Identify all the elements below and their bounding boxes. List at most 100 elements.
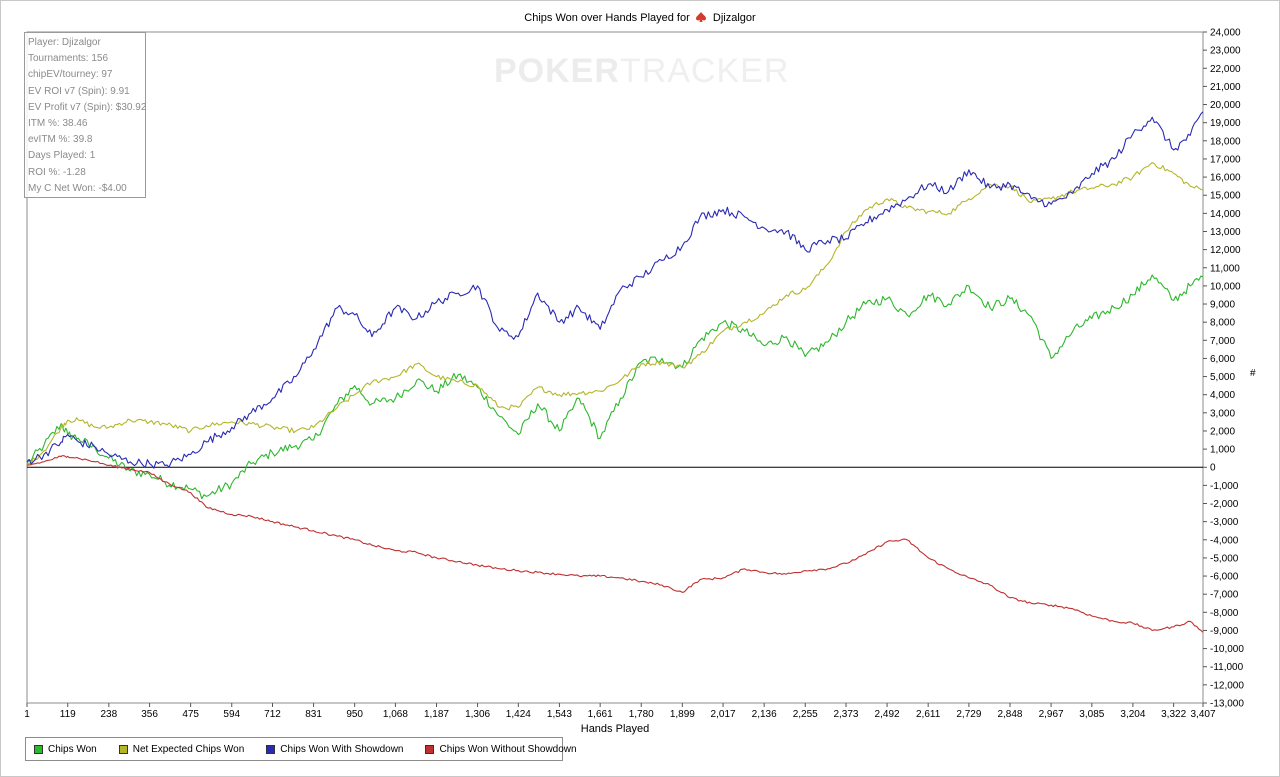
x-tick-label: 2,017 (711, 709, 736, 720)
y-tick-label: -13,000 (1210, 699, 1244, 710)
chips-won-line (26, 274, 1204, 500)
net-expected-line (26, 162, 1204, 466)
legend-swatch (118, 744, 128, 754)
x-tick-label: 1,068 (383, 709, 408, 720)
x-tick-label: 1,780 (629, 709, 654, 720)
x-axis-label: Hands Played (580, 723, 650, 735)
legend-label: Chips Won (48, 743, 97, 755)
y-tick-label: -2,000 (1210, 499, 1239, 510)
x-tick-label: 950 (346, 709, 363, 720)
x-tick-label: 2,729 (956, 709, 981, 720)
y-tick-label: 1,000 (1210, 445, 1235, 456)
legend-swatch (34, 744, 43, 754)
x-tick-label: 2,848 (997, 709, 1022, 720)
x-tick-label: 475 (182, 709, 199, 720)
with-showdown-line (26, 111, 1204, 469)
y-tick-label: 24,000 (1210, 28, 1241, 39)
y-tick-label: 9,000 (1210, 300, 1235, 311)
x-tick-label: 1,424 (506, 709, 531, 720)
stat-ev-roi: EV ROI v7 (Spin): 9.91 (28, 85, 130, 97)
x-tick-label: 1,543 (547, 709, 572, 720)
x-tick-label: 594 (223, 709, 240, 720)
legend-swatch (425, 744, 435, 754)
y-tick-label: 4,000 (1210, 390, 1235, 401)
y-tick-label: 7,000 (1210, 336, 1235, 347)
x-tick-label: 2,136 (752, 709, 777, 720)
y-tick-label: -9,000 (1210, 626, 1239, 637)
y-tick-label: 2,000 (1210, 426, 1235, 437)
y-tick-label: 12,000 (1210, 245, 1241, 256)
chart-title-text: Chips Won over Hands Played for (524, 12, 690, 24)
x-tick-label: 1,661 (588, 709, 613, 720)
x-tick-label: 2,967 (1039, 709, 1064, 720)
legend-item-without-showdown[interactable]: Chips Won Without Showdown (425, 743, 577, 755)
y-tick-label: -3,000 (1210, 517, 1239, 528)
stat-ev-profit: EV Profit v7 (Spin): $30.92 (28, 101, 147, 113)
legend-item-net-expected[interactable]: Net Expected Chips Won (118, 743, 245, 755)
y-tick-label: 18,000 (1210, 136, 1241, 147)
y-axis-label: # (1250, 368, 1256, 379)
y-tick-label: -12,000 (1210, 680, 1244, 691)
stat-roi: ROI %: -1.28 (28, 166, 86, 178)
stats-box: Player: Djizalgor Tournaments: 156 chipE… (24, 32, 146, 198)
y-tick-label: 21,000 (1210, 82, 1241, 93)
y-tick-label: -1,000 (1210, 481, 1239, 492)
stat-tournaments: Tournaments: 156 (28, 53, 109, 65)
y-tick-label: 0 (1210, 463, 1216, 474)
plot-frame (26, 31, 1204, 704)
legend-label: Chips Won Without Showdown (439, 743, 577, 755)
player-name: Djizalgor (712, 12, 756, 24)
x-tick-label: 1 (24, 709, 30, 720)
y-tick-label: -7,000 (1210, 590, 1239, 601)
y-tick-label: 19,000 (1210, 118, 1241, 129)
legend-item-chips-won[interactable]: Chips Won (34, 744, 97, 755)
y-tick-label: 20,000 (1210, 100, 1241, 111)
y-tick-label: 10,000 (1210, 281, 1241, 292)
x-tick-label: 3,322 (1161, 709, 1186, 720)
x-tick-label: 831 (305, 709, 322, 720)
x-tick-label: 2,611 (916, 709, 941, 720)
y-tick-label: -11,000 (1210, 662, 1244, 673)
y-tick-label: 23,000 (1210, 46, 1241, 57)
x-tick-label: 2,373 (833, 709, 858, 720)
stat-player: Player: Djizalgor (28, 37, 101, 48)
y-tick-label: 5,000 (1210, 372, 1235, 383)
y-tick-label: 3,000 (1210, 408, 1235, 419)
x-tick-label: 238 (100, 709, 117, 720)
x-tick-label: 712 (264, 709, 281, 720)
x-tick-label: 1,306 (465, 709, 490, 720)
x-tick-label: 3,204 (1120, 709, 1145, 720)
stat-net-won: My C Net Won: -$4.00 (28, 182, 127, 194)
x-tick-label: 2,492 (875, 709, 900, 720)
x-tick-label: 1,899 (670, 709, 695, 720)
stat-itm: ITM %: 38.46 (28, 118, 88, 130)
y-tick-label: -4,000 (1210, 535, 1239, 546)
without-showdown-line (26, 455, 1204, 633)
legend-label: Chips Won With Showdown (280, 743, 404, 755)
y-tick-label: -5,000 (1210, 553, 1239, 564)
y-tick-label: 14,000 (1210, 209, 1241, 220)
x-tick-label: 356 (141, 709, 158, 720)
y-tick-label: 16,000 (1210, 173, 1241, 184)
x-tick-label: 3,407 (1190, 709, 1215, 720)
y-tick-label: 6,000 (1210, 354, 1235, 365)
y-tick-label: 17,000 (1210, 154, 1241, 165)
y-tick-label: 8,000 (1210, 318, 1235, 329)
legend-label: Net Expected Chips Won (132, 743, 245, 755)
x-tick-label: 2,255 (793, 709, 818, 720)
legend-item-with-showdown[interactable]: Chips Won With Showdown (266, 744, 403, 755)
x-tick-label: 3,085 (1079, 709, 1104, 720)
y-tick-label: 15,000 (1210, 191, 1241, 202)
x-tick-label: 1,187 (424, 709, 449, 720)
stat-chipev: chipEV/tourney: 97 (28, 69, 113, 81)
y-tick-label: 11,000 (1210, 263, 1240, 274)
stat-days: Days Played: 1 (28, 150, 96, 162)
y-tick-label: -10,000 (1210, 644, 1244, 655)
y-tick-label: 13,000 (1210, 227, 1241, 238)
legend: Chips Won Net Expected Chips Won Chips W… (25, 737, 577, 761)
y-tick-label: -6,000 (1210, 572, 1239, 583)
y-tick-label: 22,000 (1210, 64, 1241, 75)
legend-swatch (266, 744, 276, 754)
y-tick-label: -8,000 (1210, 608, 1239, 619)
